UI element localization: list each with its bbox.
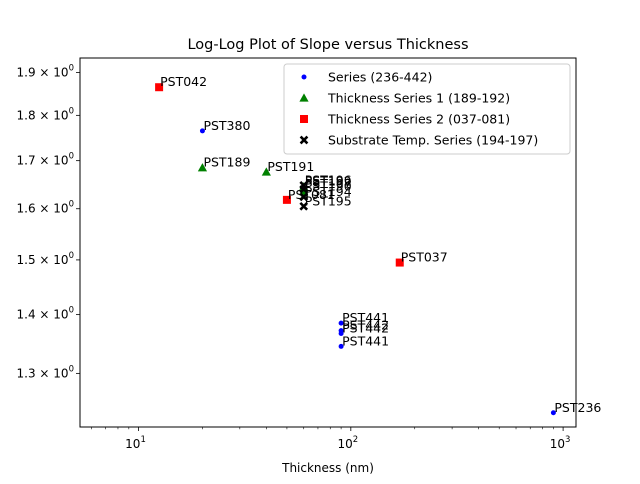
- x-marker-stroke: [299, 201, 309, 211]
- data-point: [199, 128, 205, 134]
- plot-frame: [79, 57, 577, 428]
- x-axis-label: Thickness (nm): [281, 461, 374, 475]
- point-label: PST442: [342, 318, 389, 333]
- legend-label: Thickness Series 1 (189-192): [327, 91, 510, 106]
- point-label: PST197: [305, 176, 352, 191]
- x-marker-stroke: [299, 192, 309, 202]
- data-point: [197, 163, 208, 172]
- point-label: PST189: [203, 155, 250, 170]
- y-tick-label: 1.6 × 100: [17, 200, 74, 216]
- data-point: [299, 192, 309, 202]
- x-tick-label: 102: [337, 435, 358, 451]
- data-point: [338, 343, 344, 349]
- legend-label: Series (236-442): [328, 70, 432, 85]
- data-points: PST380PST441PST442PST442PST441PST236PST1…: [155, 74, 601, 416]
- axis-ticks: 101 102 103 1.3 × 100 1.4 × 100 1.5 × 100 1.6 …: [17, 63, 571, 451]
- legend-marker: [301, 74, 307, 80]
- data-point: [282, 195, 291, 204]
- y-tick-label: 1.5 × 100: [17, 251, 74, 267]
- point-label: PST042: [160, 74, 207, 89]
- point-label: PST441: [342, 333, 389, 348]
- point-label: PST037: [401, 250, 448, 265]
- legend-marker: [299, 135, 309, 145]
- legend-marker: [300, 115, 308, 123]
- data-point: [338, 320, 344, 326]
- x-tick-label: 101: [125, 435, 146, 451]
- point-label: PST192: [305, 174, 352, 189]
- y-tick-label: 1.8 × 100: [17, 106, 74, 122]
- data-point: [155, 83, 164, 92]
- x-tick-label: 103: [550, 435, 571, 451]
- point-label: PST190: [305, 179, 352, 194]
- chart-title: Log-Log Plot of Slope versus Thickness: [187, 37, 468, 53]
- point-label: PST196: [305, 172, 352, 187]
- point-label: PST195: [305, 193, 352, 208]
- legend: Series (236-442) Thickness Series 1 (189-…: [283, 63, 571, 155]
- x-marker-stroke: [299, 135, 309, 145]
- point-label: PST380: [203, 118, 250, 133]
- data-point: [299, 201, 309, 211]
- legend-box: [283, 63, 571, 155]
- data-point: [299, 184, 309, 194]
- point-label: PST442: [342, 321, 389, 336]
- data-point: [550, 410, 556, 416]
- point-label: PST236: [554, 400, 601, 415]
- y-tick-label: 1.3 × 100: [17, 364, 74, 380]
- data-point: [395, 258, 404, 267]
- y-tick-label: 1.9 × 100: [17, 63, 74, 79]
- y-tick-label: 1.7 × 100: [17, 152, 74, 168]
- legend-label: Thickness Series 2 (037-081): [327, 112, 510, 127]
- point-label: PST194: [305, 184, 352, 199]
- legend-label: Substrate Temp. Series (194-197): [328, 133, 538, 148]
- data-point: [261, 167, 271, 176]
- data-point: [338, 331, 344, 337]
- point-label: PST081: [288, 187, 335, 202]
- y-tick-label: 1.4 × 100: [17, 306, 74, 322]
- point-label: PST191: [267, 159, 314, 174]
- point-label: PST441: [342, 310, 389, 325]
- legend-marker: [299, 93, 309, 102]
- x-marker-stroke: [299, 184, 309, 194]
